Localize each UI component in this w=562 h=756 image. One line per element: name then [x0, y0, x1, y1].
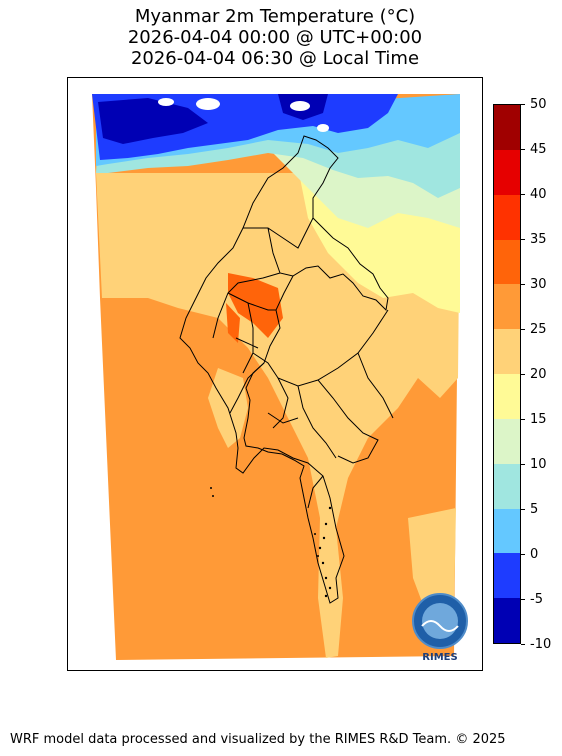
- title-line-2: 2026-04-04 00:00 @ UTC+00:00: [127, 27, 423, 48]
- colorbar-bin: [494, 463, 520, 509]
- temperature-map: RIMES: [92, 94, 468, 663]
- logo-label: RIMES: [422, 652, 457, 663]
- footer-credit: WRF model data processed and visualized …: [10, 732, 506, 747]
- colorbar-bin: [494, 329, 520, 375]
- temperature-field-20-25-south: [408, 508, 456, 618]
- temperature-field-20-25-north: [96, 173, 460, 658]
- colorbar-bin: [494, 418, 520, 464]
- island-group: [210, 487, 332, 598]
- colorbar-bin: [494, 374, 520, 419]
- title-line-1: Myanmar 2m Temperature (°C): [134, 6, 416, 27]
- snow-patch: [290, 101, 310, 111]
- snow-patch: [158, 98, 174, 106]
- snow-patch: [196, 98, 220, 110]
- logo-wave: [421, 620, 459, 632]
- map-title: Myanmar 2m Temperature (°C) 2026-04-04 0…: [0, 6, 550, 69]
- colorbar-bin: [494, 284, 520, 330]
- colorbar-bin: [494, 194, 520, 240]
- title-line-3: 2026-04-04 06:30 @ Local Time: [130, 48, 420, 69]
- colorbar-bin: [494, 508, 520, 554]
- map-panel: RIMES: [67, 77, 483, 671]
- country-border: [179, 135, 389, 604]
- colorbar-bin: [494, 239, 520, 285]
- colorbar-bin: [494, 105, 520, 150]
- temperature-field-30-35-west: [226, 303, 240, 343]
- colorbar: [493, 104, 521, 644]
- colorbar-bin: [494, 149, 520, 195]
- rimes-logo: RIMES: [412, 593, 468, 663]
- state-border: [212, 217, 394, 464]
- state-border: [229, 337, 324, 509]
- colorbar-ticks: 50 45 40 35 30 25 20 15 10 5 0 -5 -10: [521, 97, 552, 652]
- snow-patch: [317, 124, 329, 132]
- colorbar-bin: [494, 598, 520, 643]
- temperature-field-minus10-minus5: [98, 98, 208, 144]
- colorbar-bin: [494, 553, 520, 599]
